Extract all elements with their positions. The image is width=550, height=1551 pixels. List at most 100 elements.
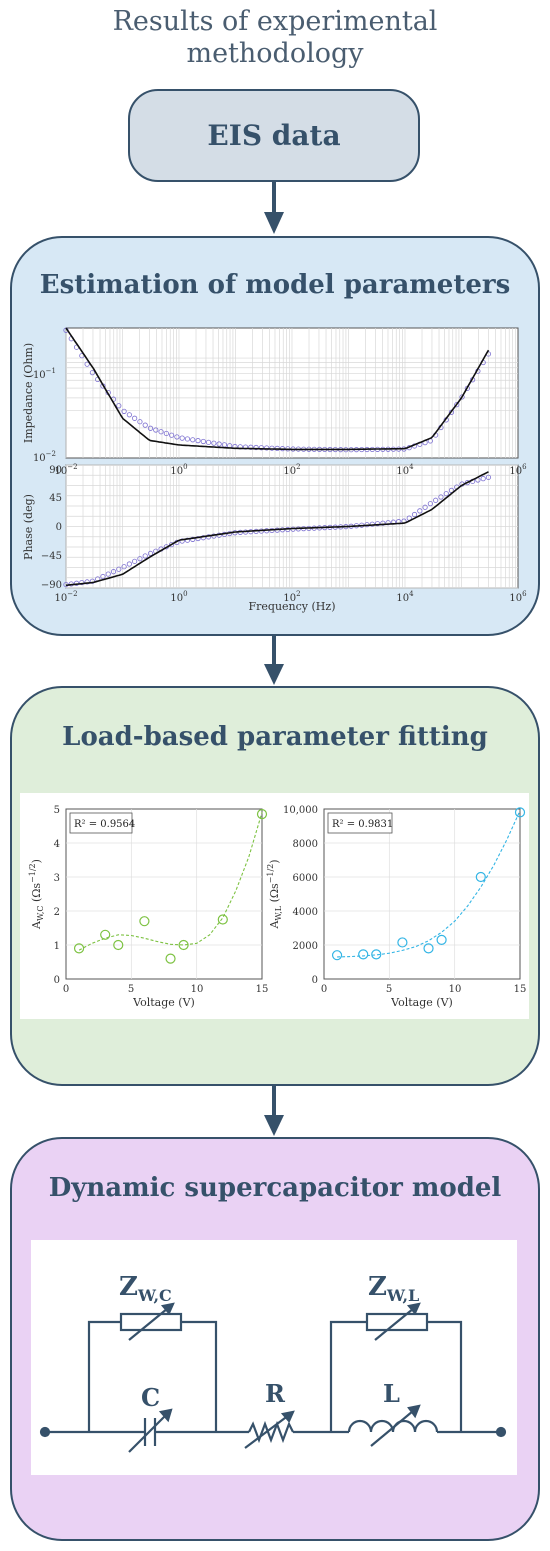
impedance-model-line [65,327,490,451]
arrow-2-head [264,664,284,685]
title-line-1: Results of experimental [112,6,438,37]
right-xtick: 5 [386,984,392,995]
left-chart-area [65,808,263,980]
right-ylabel: AW,L (Ωs−1/2) [266,859,283,929]
phase-measured-point [485,474,492,480]
phase-measured-point [105,571,111,577]
impedance-measured-point [184,436,191,442]
left-xtick: 10 [191,984,204,995]
phase-measured-point [464,480,470,486]
left-xtick: 0 [63,984,69,995]
bode-plot: Impedance (Ohm) Phase (deg) Frequency (H… [22,327,527,613]
zwl-arrow-head [406,1302,421,1316]
phase-model-line [65,471,489,587]
phase-measured-point [380,520,386,526]
phase-measured-point [100,573,106,580]
awl-data-point [358,949,369,960]
left-ytick: 4 [54,839,60,850]
impedance-measured-point [190,437,196,443]
phase-measured-point [438,494,444,500]
impedance-measured-point [200,438,206,445]
impedance-measured-point [253,444,259,451]
wire-right-top [329,1320,367,1432]
impedance-measured-point [459,394,465,400]
awc-fit-line [78,812,263,951]
frequency-axis-label: Frequency (Hz) [249,600,336,613]
eis-data-label: EIS data [207,119,341,152]
circuit-card [31,1240,517,1475]
zwc-label: ZW,C [119,1272,172,1305]
zwc-resistor [119,1312,183,1332]
impedance-measured-point [158,429,164,435]
right-xlabel: Voltage (V) [390,996,453,1009]
left-ytick: 1 [54,941,60,952]
right-ytick: 2000 [293,941,318,952]
l-arrow-head [407,1404,421,1419]
phase-measured-point [374,521,381,527]
left-ytick: 2 [54,907,60,918]
awc-data-point [165,953,176,964]
phase-measured-point [422,504,428,510]
arrow-3-head [264,1115,284,1136]
terminal-left [39,1426,51,1438]
left-ytick: 5 [54,805,60,816]
right-ytick: 6000 [293,873,318,884]
impedance-measured-point [211,440,217,446]
phase-measured-point [190,536,196,542]
phase-axis-label: Phase (deg) [22,494,35,560]
zwl-label: ZW,L [368,1272,419,1305]
phase-measured-point [443,491,449,497]
impedance-measured-point [163,430,169,437]
impedance-measured-point [169,432,175,438]
impedance-measured-point [258,445,264,451]
top-freq-tick-3: 102 [283,463,300,477]
right-r2-label: R² = 0.9831 [332,819,393,830]
phase-tick-0: 0 [56,522,62,533]
right-xtick: 15 [514,984,527,995]
c-label: C [141,1383,160,1412]
impedance-axis-label: Impedance (Ohm) [22,343,35,443]
r-arrow-head [280,1410,295,1424]
impedance-measured-point [264,445,270,451]
phase-measured-point [89,578,96,584]
right-xtick: 0 [321,984,327,995]
phase-tick-45: 45 [49,493,62,504]
bottom-freq-tick-5: 106 [509,590,527,604]
wire-left-top [87,1320,121,1432]
impedance-measured-point [116,403,122,409]
phase-measured-point [417,508,423,514]
fitting-charts: R² = 0.9564 5 4 3 2 1 0 0 5 10 15 Voltag… [28,805,527,1009]
impedance-measured-point [132,415,138,421]
terminal-right [495,1426,507,1438]
impedance-measured-point [205,439,212,445]
impedance-measured-point [84,361,90,367]
l-variable-arrow [370,1405,420,1447]
impedance-measured-point [137,419,143,425]
estimation-panel-title: Estimation of model parameters [39,270,511,300]
right-ytick: 10,000 [283,805,318,816]
left-r2-label: R² = 0.9564 [74,819,135,830]
phase-measured-point [126,561,132,567]
impedance-tick-1: 10−1 [33,367,56,381]
phase-measured-point [137,556,143,562]
right-xtick: 10 [449,984,462,995]
awl-data-point [423,943,434,954]
phase-measured-point [480,476,486,482]
top-freq-tick-1: 10−2 [54,463,77,477]
l-label: L [383,1379,400,1408]
left-ylabel: AW,C (Ωs−1/2) [28,859,45,930]
phase-measured-point [121,564,127,570]
awl-data-point [514,807,526,818]
wire-right-top-right [427,1320,463,1432]
wire-left-top-right [181,1320,218,1432]
impedance-measured-point [142,422,148,428]
right-ytick: 0 [312,975,318,986]
awc-data-point [113,939,124,951]
left-xtick: 5 [128,984,134,995]
right-ytick: 4000 [293,907,318,918]
zwl-resistor [365,1312,429,1332]
impedance-measured-point [147,425,154,431]
phase-measured-point [116,566,122,572]
left-ytick: 3 [54,873,60,884]
